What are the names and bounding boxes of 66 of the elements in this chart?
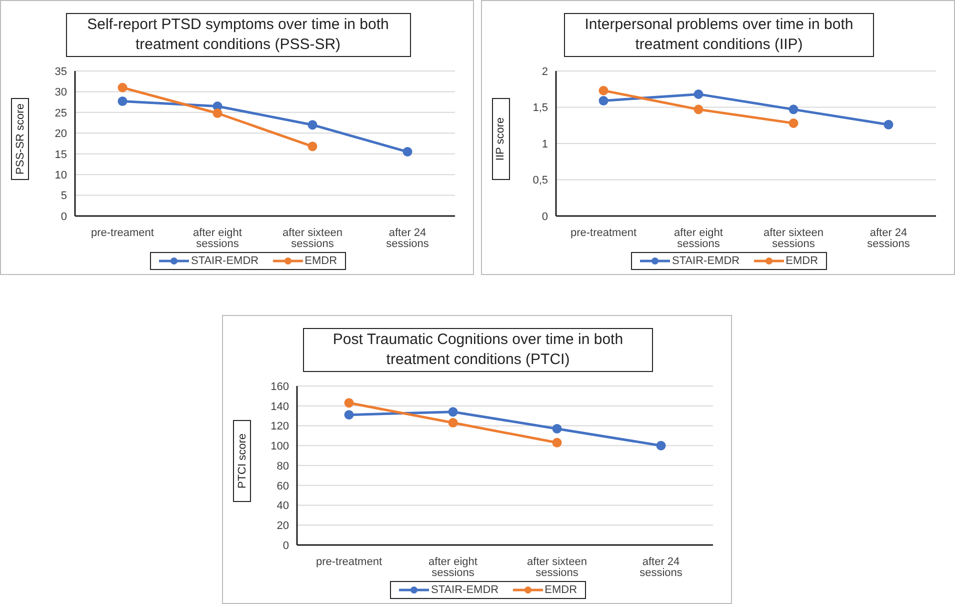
x-tick-label: after eight sessions — [674, 226, 723, 250]
point — [598, 96, 608, 106]
point — [118, 82, 128, 92]
y-tick-label: 140 — [270, 400, 289, 413]
point — [552, 438, 562, 448]
y-tick-label: 0 — [542, 210, 548, 223]
y-axis-title: PSS-SR score — [14, 103, 26, 174]
y-tick-label: 15 — [54, 148, 67, 161]
x-tick-label: after 24 sessions — [640, 556, 683, 579]
x-tick-label: after eight sessions — [428, 556, 478, 579]
chart-title: Self-report PTSD symptoms over time in both treatment conditions (PSS-SR) — [66, 13, 410, 57]
y-tick-label: 20 — [54, 128, 67, 140]
x-tick-label: after 24 sessions — [867, 226, 910, 250]
point — [308, 142, 318, 152]
point — [448, 418, 458, 428]
x-tick-label: after 24 sessions — [386, 226, 430, 250]
y-tick-label: 2 — [542, 66, 548, 78]
point — [694, 89, 704, 99]
y-tick-label: 40 — [276, 500, 289, 512]
y-tick-label: 35 — [54, 66, 67, 78]
point — [552, 424, 562, 434]
y-tick-label: 60 — [276, 480, 289, 492]
point — [448, 407, 458, 417]
point — [308, 120, 318, 130]
y-tick-label: 10 — [54, 169, 67, 182]
y-tick-label: 0 — [60, 210, 67, 223]
y-tick-label: 120 — [270, 420, 289, 433]
y-tick-label: 1 — [542, 138, 548, 150]
y-tick-label: 100 — [270, 440, 289, 453]
x-tick-label: after sixteen sessions — [527, 556, 587, 579]
y-tick-label: 20 — [276, 520, 289, 532]
point — [656, 440, 666, 450]
legend-label: STAIR-EMDR — [670, 255, 740, 267]
legend-label: EMDR — [304, 255, 338, 267]
y-tick-label: 160 — [270, 380, 289, 393]
chart-title: Post Traumatic Cognitions over time in both treatment conditions (PTCI) — [303, 328, 653, 372]
point — [694, 104, 704, 114]
y-tick-label: 5 — [60, 190, 67, 202]
legend-label: STAIR-EMDR — [190, 255, 259, 267]
y-axis-title: PTCI score — [236, 432, 248, 488]
chart-title: Interpersonal problems over time in both treatment conditions (IIP) — [564, 13, 874, 57]
x-tick-label: pre-treatment — [570, 226, 637, 239]
legend-label: EMDR — [784, 255, 818, 267]
x-tick-label: after sixteen sessions — [764, 226, 824, 250]
x-tick-label: after sixteen sessions — [282, 226, 342, 250]
legend-label: EMDR — [544, 584, 578, 596]
point — [788, 118, 798, 128]
y-tick-label: 25 — [54, 107, 67, 120]
x-tick-label: after eight sessions — [193, 226, 242, 250]
point — [884, 120, 894, 130]
point — [788, 104, 798, 114]
x-tick-label: pre-treatment — [316, 556, 382, 568]
point — [344, 410, 354, 420]
x-tick-label: pre-treament — [91, 226, 154, 239]
legend-label: STAIR-EMDR — [430, 584, 499, 596]
y-tick-label: 1,5 — [532, 102, 548, 114]
point — [344, 398, 354, 408]
point — [598, 86, 608, 96]
y-tick-label: 30 — [54, 86, 67, 99]
y-tick-label: 0,5 — [532, 174, 548, 187]
point — [118, 96, 128, 106]
y-axis-title: IIP score — [495, 116, 507, 160]
point — [212, 108, 222, 118]
y-tick-label: 80 — [276, 460, 289, 472]
point — [402, 147, 412, 157]
y-tick-label: 0 — [282, 540, 289, 552]
